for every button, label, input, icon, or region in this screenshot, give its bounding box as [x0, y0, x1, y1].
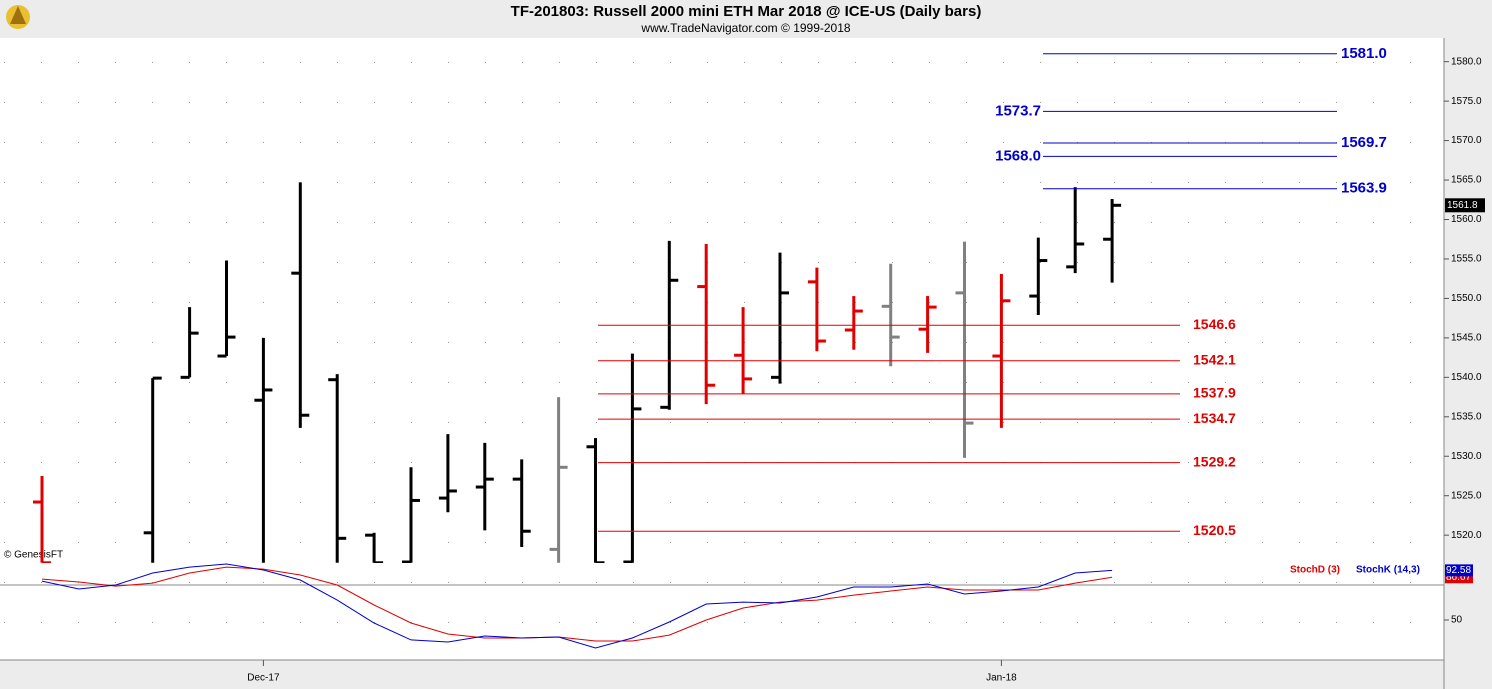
y-tick-label: 1555.0: [1451, 254, 1482, 265]
level-label: 1529.2: [1193, 453, 1236, 469]
y-tick-label: 1580.0: [1451, 56, 1482, 67]
chart-title: TF-201803: Russell 2000 mini ETH Mar 201…: [511, 3, 982, 20]
logo: [6, 5, 30, 29]
y-tick-label: 1530.0: [1451, 451, 1482, 462]
y-tick-label: 1535.0: [1451, 411, 1482, 422]
level-label: 1542.1: [1193, 351, 1236, 367]
legend-entry: StochD (3): [1290, 565, 1340, 576]
level-label: 1573.7: [995, 102, 1041, 119]
level-label: 1546.6: [1193, 316, 1236, 332]
y-tick-label: 1565.0: [1451, 175, 1482, 186]
level-label: 1581.0: [1341, 45, 1387, 62]
level-label: 1534.7: [1193, 410, 1236, 426]
y-tick-label: 1575.0: [1451, 96, 1482, 107]
stoch-panel: [41, 563, 1113, 649]
level-label: 1537.9: [1193, 385, 1236, 401]
stoch-line: [41, 566, 1113, 642]
level-label: 1568.0: [995, 147, 1041, 164]
chart-subtitle: www.TradeNavigator.com © 1999-2018: [640, 21, 850, 35]
y-tick-label: 1545.0: [1451, 333, 1482, 344]
last-value-box: [1445, 564, 1473, 577]
annotation: © GenesisFT: [4, 550, 63, 561]
x-tick-label: Jan-18: [986, 673, 1017, 684]
header: [0, 0, 1492, 38]
stoch-line: [41, 563, 1113, 649]
y-tick-label: 1570.0: [1451, 135, 1482, 146]
dot-grid: [0, 38, 1444, 660]
price-panel: [33, 182, 1122, 563]
last-price-box: [1445, 198, 1485, 213]
last-value-label: 86.67: [1446, 572, 1471, 583]
x-axis-area: [0, 660, 1444, 689]
x-tick-label: Dec-17: [247, 673, 280, 684]
level-label: 1569.7: [1341, 134, 1387, 151]
y-tick-label: 50: [1451, 615, 1463, 626]
y-tick-label: 1525.0: [1451, 490, 1482, 501]
y-tick-label: 1540.0: [1451, 372, 1482, 383]
y-tick-label: 1560.0: [1451, 214, 1482, 225]
last-price-label: 1561.8: [1447, 200, 1478, 211]
last-value-label: 92.58: [1446, 565, 1471, 576]
y-tick-label: 1520.0: [1451, 530, 1482, 541]
level-label: 1563.9: [1341, 180, 1387, 197]
legend-entry: StochK (14,3): [1356, 565, 1420, 576]
level-label: 1520.5: [1193, 522, 1236, 538]
y-tick-label: 1550.0: [1451, 293, 1482, 304]
